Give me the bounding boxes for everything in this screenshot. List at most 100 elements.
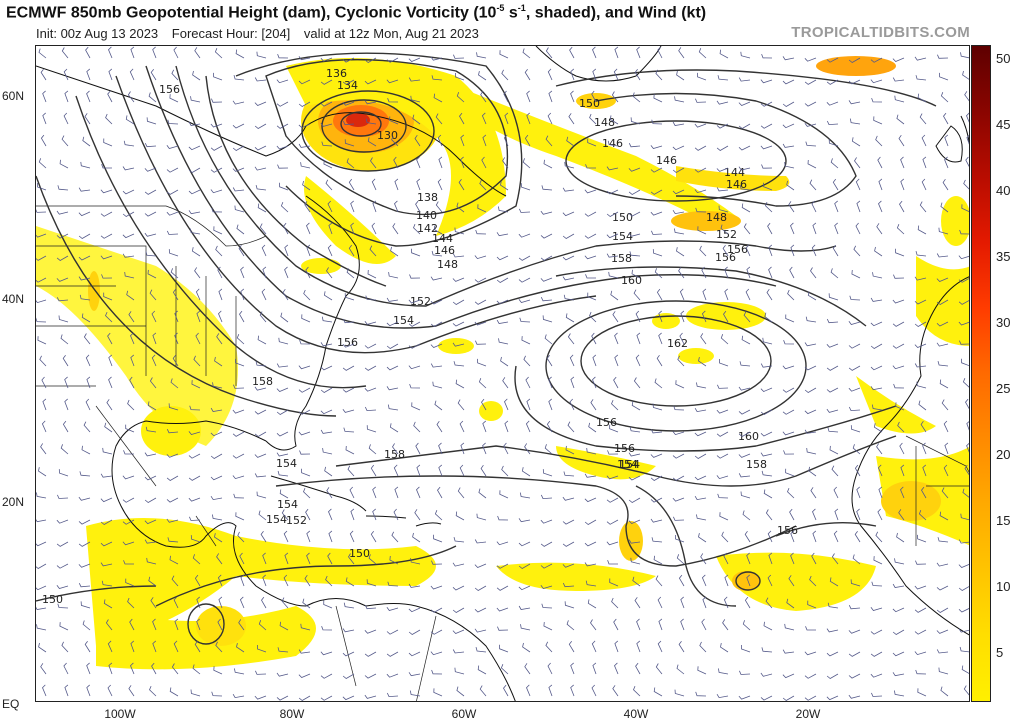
wind-barb: [298, 673, 311, 678]
wind-barb: [64, 684, 69, 697]
wind-barb: [497, 515, 509, 521]
wind-barb: [892, 57, 905, 62]
wind-barb: [524, 663, 531, 675]
wind-barb: [364, 320, 377, 325]
wind-barb: [964, 464, 969, 476]
wind-barb: [151, 662, 157, 675]
wind-barb: [658, 310, 663, 323]
wind-barb: [765, 201, 773, 213]
wind-barb: [658, 332, 663, 345]
wind-barb: [963, 685, 969, 696]
wind-barb: [301, 314, 311, 323]
wind-barb: [433, 534, 443, 543]
wind-barb: [701, 618, 707, 631]
wind-barb: [873, 116, 883, 125]
wind-barb: [804, 342, 817, 347]
wind-barb: [213, 72, 223, 81]
wind-barb: [698, 48, 707, 59]
wind-barb: [540, 277, 553, 282]
wind-barb: [103, 138, 113, 147]
wind-barb: [61, 47, 69, 59]
wind-barb: [300, 162, 311, 169]
wind-barb: [606, 253, 619, 258]
wind-barb: [129, 618, 135, 631]
wind-barb: [826, 101, 839, 106]
wind-barb: [804, 651, 817, 656]
wind-barb: [900, 464, 905, 477]
wind-barb: [633, 377, 641, 389]
lon-label-60w: 60W: [451, 707, 477, 721]
colorbar-label-30: 30: [996, 315, 1011, 330]
wind-barb: [430, 56, 443, 61]
wind-barb: [60, 334, 69, 345]
wind-barb: [724, 288, 729, 301]
wind-barb: [545, 47, 553, 59]
wind-barb: [232, 123, 245, 129]
wind-barb: [56, 233, 69, 239]
contour-label: 162: [667, 337, 688, 350]
wind-barb: [566, 620, 575, 631]
wind-barb: [654, 268, 663, 279]
wind-barb: [607, 450, 619, 455]
wind-barb: [257, 644, 267, 653]
wind-barb: [504, 112, 509, 125]
wind-barb: [743, 223, 751, 235]
wind-barb: [210, 407, 223, 412]
wind-barb: [914, 651, 927, 656]
wind-barb: [474, 628, 487, 633]
wind-barb: [503, 442, 509, 455]
wind-barb: [875, 531, 883, 543]
contour-label: 146: [434, 244, 455, 257]
wind-barb: [284, 552, 289, 565]
wind-barb: [283, 574, 289, 587]
wind-barb: [346, 158, 355, 169]
wind-barb: [166, 230, 179, 235]
wind-barb: [100, 497, 113, 503]
wind-barb: [298, 143, 311, 148]
wind-barb: [433, 93, 443, 103]
wind-barb: [172, 288, 179, 301]
wind-barb: [739, 670, 751, 675]
wind-barb: [478, 71, 487, 81]
contour-label: 158: [611, 252, 632, 265]
wind-barb: [958, 563, 969, 568]
title-superscript-2: -1: [517, 3, 526, 13]
wind-barb: [430, 651, 443, 656]
wind-barb: [628, 232, 641, 237]
wind-barb: [459, 112, 465, 125]
wind-barb: [100, 541, 113, 547]
wind-barb: [892, 651, 905, 657]
wind-barb: [917, 688, 927, 697]
wind-barb: [196, 310, 201, 323]
wind-barb: [78, 563, 91, 568]
wind-barb: [276, 387, 289, 392]
wind-barb: [302, 180, 311, 191]
wind-barb: [149, 685, 157, 697]
wind-barb: [540, 519, 553, 524]
wind-barb: [914, 585, 927, 590]
wind-barb: [738, 145, 751, 151]
wind-barb: [36, 209, 47, 213]
wind-barb: [386, 365, 399, 371]
wind-barb: [260, 530, 267, 543]
wind-barb: [518, 255, 531, 261]
contour-label: 144: [432, 232, 453, 245]
contour-label: 142: [417, 222, 438, 235]
wind-barb: [474, 563, 487, 568]
wind-barb: [724, 266, 729, 279]
wind-barb: [562, 276, 575, 281]
wind-barb: [56, 519, 69, 524]
wind-barb: [804, 57, 817, 62]
wind-barb: [277, 470, 289, 477]
wind-barb: [716, 187, 729, 192]
wind-barb: [613, 618, 619, 631]
wind-barb: [958, 321, 969, 326]
wind-barb: [894, 95, 905, 103]
wind-barb: [279, 182, 289, 191]
wind-barb: [431, 669, 443, 675]
wind-barb: [545, 135, 553, 147]
wind-barb: [459, 420, 465, 433]
contour-label: 146: [602, 137, 623, 150]
wind-barb: [387, 404, 399, 411]
wind-barb: [937, 360, 949, 367]
